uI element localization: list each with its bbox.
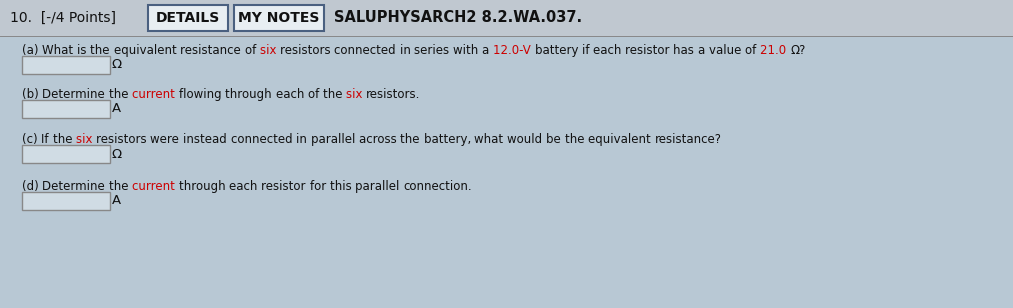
Text: is: is bbox=[77, 44, 90, 57]
Text: parallel: parallel bbox=[311, 133, 359, 146]
Text: each: each bbox=[276, 88, 308, 101]
Text: what: what bbox=[474, 133, 508, 146]
Text: DETAILS: DETAILS bbox=[156, 11, 220, 25]
Text: Ω: Ω bbox=[112, 148, 123, 160]
Text: If: If bbox=[42, 133, 53, 146]
Text: were: were bbox=[151, 133, 183, 146]
Text: (d): (d) bbox=[22, 180, 43, 193]
Text: the: the bbox=[109, 180, 133, 193]
Text: equivalent: equivalent bbox=[113, 44, 180, 57]
Text: current: current bbox=[133, 180, 179, 193]
Text: resistance: resistance bbox=[180, 44, 244, 57]
FancyBboxPatch shape bbox=[22, 145, 110, 163]
Text: Ω: Ω bbox=[112, 59, 123, 71]
Text: MY NOTES: MY NOTES bbox=[238, 11, 320, 25]
FancyBboxPatch shape bbox=[148, 5, 228, 31]
Text: of: of bbox=[244, 44, 259, 57]
Text: six: six bbox=[76, 133, 96, 146]
Text: resistor: resistor bbox=[625, 44, 674, 57]
Text: in: in bbox=[296, 133, 311, 146]
Text: would: would bbox=[508, 133, 546, 146]
Text: with: with bbox=[453, 44, 482, 57]
Text: Ω?: Ω? bbox=[790, 44, 805, 57]
Text: for: for bbox=[310, 180, 329, 193]
Text: connected: connected bbox=[231, 133, 296, 146]
Text: (b): (b) bbox=[22, 88, 43, 101]
Text: value: value bbox=[709, 44, 746, 57]
FancyBboxPatch shape bbox=[22, 192, 110, 210]
Text: flowing: flowing bbox=[179, 88, 225, 101]
Text: battery: battery bbox=[535, 44, 581, 57]
Text: SALUPHYSARCH2 8.2.WA.037.: SALUPHYSARCH2 8.2.WA.037. bbox=[334, 10, 582, 26]
Text: this: this bbox=[329, 180, 356, 193]
Text: Determine: Determine bbox=[43, 88, 109, 101]
Text: through: through bbox=[179, 180, 229, 193]
Text: a: a bbox=[698, 44, 709, 57]
Text: 12.0-V: 12.0-V bbox=[493, 44, 535, 57]
Text: the: the bbox=[323, 88, 346, 101]
Text: the: the bbox=[400, 133, 423, 146]
Text: connection.: connection. bbox=[403, 180, 472, 193]
Text: current: current bbox=[133, 88, 179, 101]
Text: in: in bbox=[399, 44, 414, 57]
Text: if: if bbox=[581, 44, 594, 57]
FancyBboxPatch shape bbox=[234, 5, 324, 31]
Text: six: six bbox=[346, 88, 367, 101]
Text: the: the bbox=[90, 44, 113, 57]
Text: What: What bbox=[43, 44, 77, 57]
Text: A: A bbox=[112, 103, 122, 116]
Text: resistance?: resistance? bbox=[654, 133, 721, 146]
Text: the: the bbox=[53, 133, 76, 146]
Text: resistors.: resistors. bbox=[367, 88, 420, 101]
Text: A: A bbox=[112, 194, 122, 208]
Text: 21.0: 21.0 bbox=[760, 44, 790, 57]
Text: resistors: resistors bbox=[96, 133, 151, 146]
Text: the: the bbox=[109, 88, 133, 101]
Text: across: across bbox=[359, 133, 400, 146]
Text: equivalent: equivalent bbox=[588, 133, 654, 146]
FancyBboxPatch shape bbox=[22, 100, 110, 118]
Text: each: each bbox=[229, 180, 261, 193]
Text: a: a bbox=[482, 44, 493, 57]
Text: of: of bbox=[746, 44, 760, 57]
Text: battery,: battery, bbox=[423, 133, 474, 146]
Text: series: series bbox=[414, 44, 453, 57]
Text: Determine: Determine bbox=[43, 180, 109, 193]
Text: be: be bbox=[546, 133, 565, 146]
FancyBboxPatch shape bbox=[22, 56, 110, 74]
Text: has: has bbox=[674, 44, 698, 57]
Text: of: of bbox=[308, 88, 323, 101]
Text: resistor: resistor bbox=[261, 180, 310, 193]
Text: (c): (c) bbox=[22, 133, 42, 146]
Text: the: the bbox=[565, 133, 588, 146]
Text: (a): (a) bbox=[22, 44, 43, 57]
Text: connected: connected bbox=[334, 44, 399, 57]
Text: 10.  [-/4 Points]: 10. [-/4 Points] bbox=[10, 11, 116, 25]
FancyBboxPatch shape bbox=[0, 36, 1013, 308]
Text: parallel: parallel bbox=[356, 180, 403, 193]
Text: resistors: resistors bbox=[280, 44, 334, 57]
Text: six: six bbox=[259, 44, 280, 57]
FancyBboxPatch shape bbox=[0, 0, 1013, 36]
Text: each: each bbox=[594, 44, 625, 57]
Text: instead: instead bbox=[183, 133, 231, 146]
Text: through: through bbox=[225, 88, 276, 101]
